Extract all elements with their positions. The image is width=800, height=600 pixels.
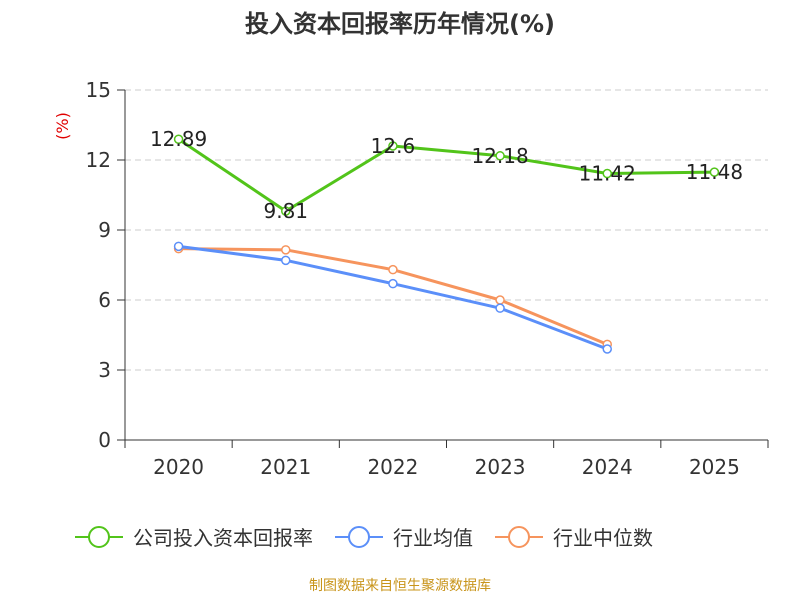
series-line xyxy=(178,247,608,346)
x-tick-label: 2021 xyxy=(260,455,311,479)
data-point xyxy=(281,206,291,216)
data-point xyxy=(495,303,505,313)
y-tick-label: 9 xyxy=(98,218,111,242)
data-point xyxy=(709,167,720,177)
series-group xyxy=(173,134,720,354)
data-point xyxy=(602,344,612,354)
data-point xyxy=(602,168,612,179)
x-tick-label: 2020 xyxy=(153,455,204,479)
y-tick-label: 15 xyxy=(86,78,111,102)
data-label: 9.81 xyxy=(263,199,308,223)
data-point xyxy=(281,255,291,266)
x-tick-label: 2024 xyxy=(582,455,633,479)
legend-label: 行业均值 xyxy=(393,526,473,550)
data-point xyxy=(388,141,398,151)
y-tick-label: 3 xyxy=(98,358,111,382)
series-line xyxy=(177,137,715,213)
source-note: 制图数据来自恒生聚源数据库 xyxy=(309,578,491,594)
x-tick-label: 2023 xyxy=(475,455,526,479)
data-labels: 12.89 9.81 12.6 12.18 11.42 11.48 xyxy=(150,127,743,223)
data-point xyxy=(388,264,398,275)
legend-marker xyxy=(508,526,530,548)
legend-marker xyxy=(348,526,370,548)
data-label: 12.89 xyxy=(150,127,207,151)
data-point xyxy=(388,278,398,289)
x-tick-label: 2022 xyxy=(367,455,418,479)
data-point xyxy=(495,151,505,161)
data-label: 12.6 xyxy=(371,134,416,158)
data-label: 11.42 xyxy=(579,162,636,186)
y-tick-label: 0 xyxy=(98,428,111,452)
y-axis-unit: (%) xyxy=(53,112,72,140)
data-label: 11.48 xyxy=(686,160,743,184)
x-tick-label: 2025 xyxy=(689,455,740,479)
axes: 0 3 6 9 12 15 2020 2021 2022 2023 2024 2025 xyxy=(86,78,769,479)
y-tick-label: 6 xyxy=(98,288,111,312)
legend-label: 公司投入资本回报率 xyxy=(133,526,313,550)
legend-marker xyxy=(88,526,110,548)
y-tick-label: 12 xyxy=(86,148,111,172)
series-line xyxy=(178,244,608,351)
legend: 公司投入资本回报率 行业均值 行业中位数 xyxy=(75,526,653,550)
legend-label: 行业中位数 xyxy=(553,526,653,550)
data-label: 12.18 xyxy=(471,144,528,168)
data-point xyxy=(173,134,184,144)
data-point xyxy=(495,295,505,305)
grid-lines xyxy=(125,89,768,371)
chart-title: 投入资本回报率历年情况(%) xyxy=(245,10,555,38)
data-point xyxy=(173,241,184,252)
data-point xyxy=(281,245,291,255)
